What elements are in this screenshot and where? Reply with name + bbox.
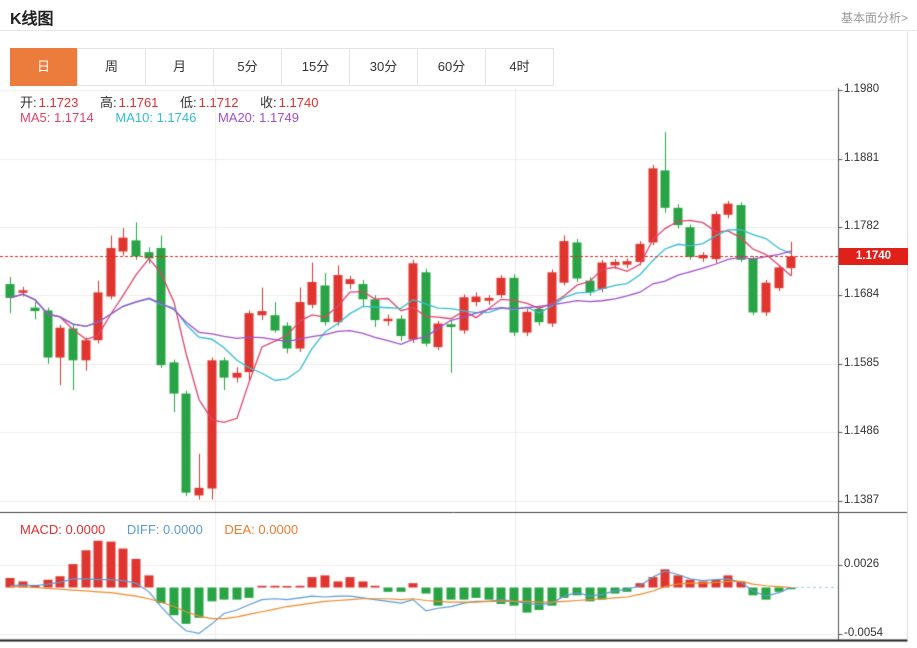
diff-value: 0.0000: [163, 522, 203, 537]
ma5-label: MA5:: [20, 110, 51, 125]
open-value: 1.1723: [38, 95, 79, 110]
macd-value: 0.0000: [65, 522, 106, 537]
macd-legend: MACD: 0.0000 DIFF: 0.0000 DEA: 0.0000: [20, 522, 316, 537]
price-axis-label: 1.1684: [844, 288, 880, 301]
high-label: 高:: [100, 95, 117, 110]
dea-label: DEA:: [224, 522, 255, 537]
price-axis-label: 1.1782: [844, 220, 880, 233]
macd-axis-label: -0.0054: [844, 627, 884, 640]
price-axis-label: 1.1486: [844, 425, 880, 438]
low-label: 低:: [180, 95, 197, 110]
close-value: 1.1740: [278, 95, 319, 110]
low-value: 1.1712: [198, 95, 239, 110]
price-axis-label: 1.1881: [844, 151, 880, 164]
open-label: 开:: [20, 95, 37, 110]
ma10-value: 1.1746: [156, 110, 197, 125]
ohlc-legend: 开: 1.1723 高: 1.1761 低: 1.1712 收: 1.1740: [20, 92, 336, 111]
ma5-value: 1.1714: [53, 110, 94, 125]
high-value: 1.1761: [118, 95, 159, 110]
price-axis-label: 1.1585: [844, 356, 880, 369]
macd-axis-label: 0.0026: [844, 558, 880, 570]
macd-label: MACD:: [20, 522, 62, 537]
ma-legend: MA5: 1.1714 MA10: 1.1746 MA20: 1.1749: [20, 110, 317, 125]
diff-label: DIFF:: [126, 522, 160, 537]
close-label: 收:: [260, 95, 277, 110]
current-price-marker: 1.1740: [839, 248, 908, 265]
ma20-label: MA20:: [217, 110, 256, 125]
ma10-label: MA10:: [115, 110, 153, 125]
price-axis-label: 1.1980: [844, 83, 880, 95]
price-axis-label: 1.1387: [844, 494, 880, 506]
dea-value: 0.0000: [258, 522, 299, 537]
ma20-value: 1.1749: [259, 110, 299, 125]
